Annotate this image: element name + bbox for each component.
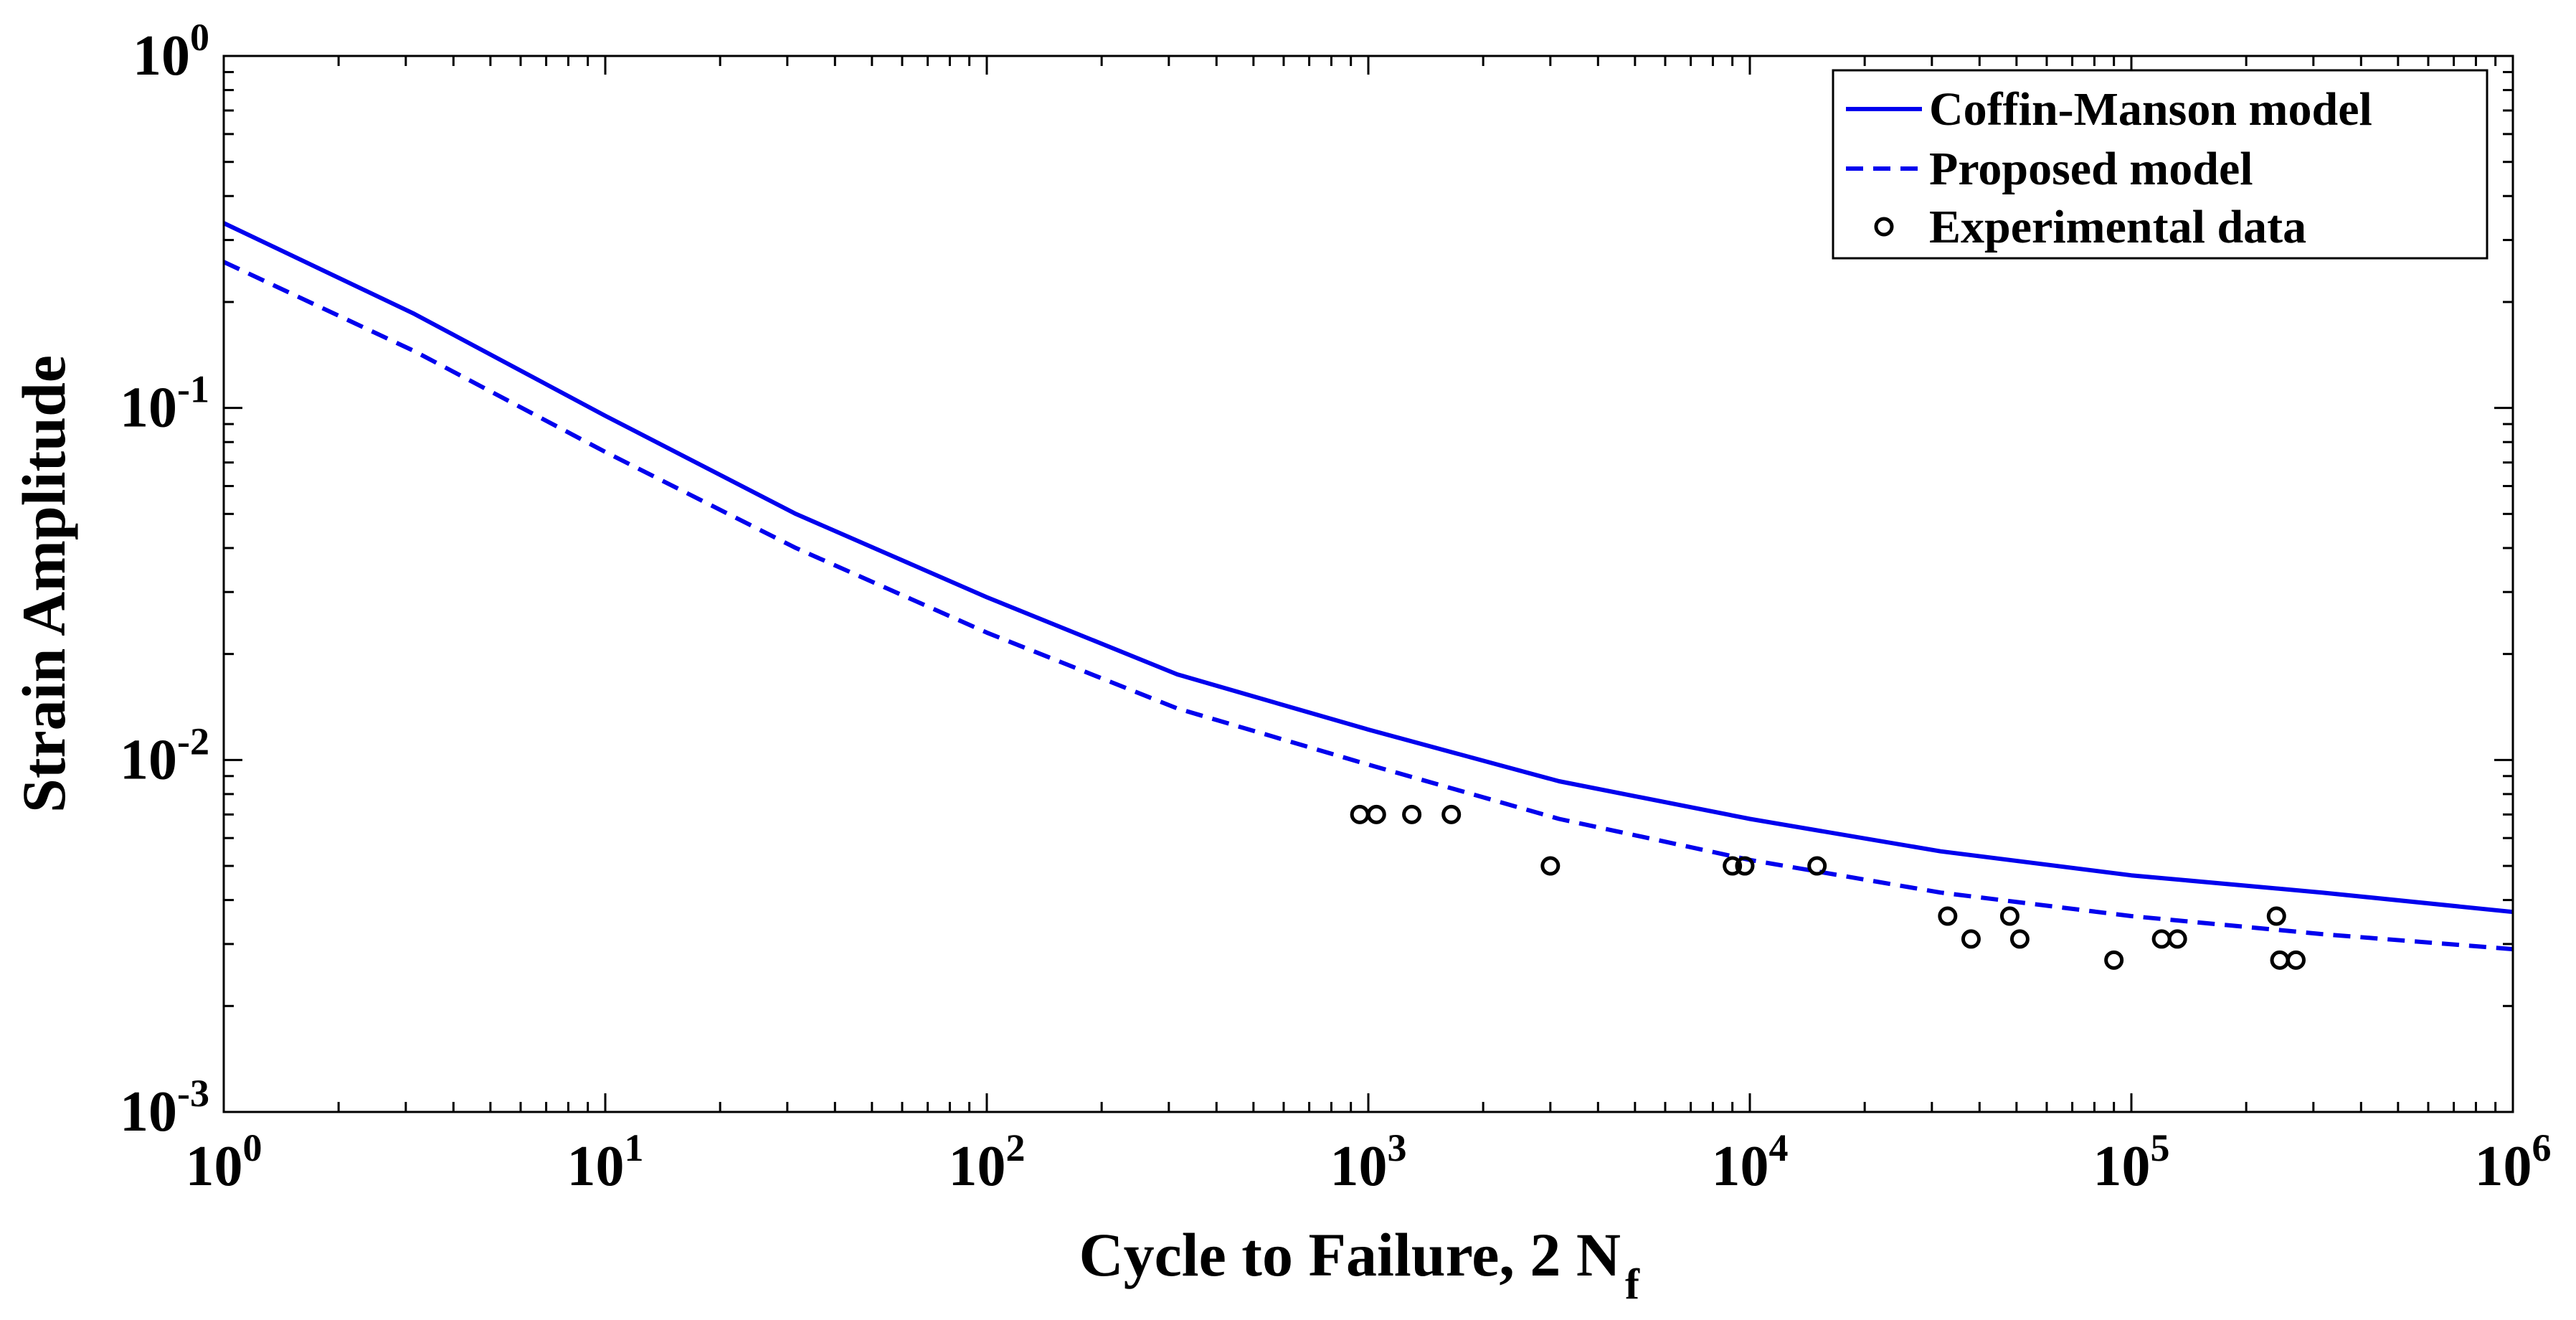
data-point-9: [1961, 929, 1981, 949]
data-point-12: [2104, 950, 2124, 970]
y-axis-label: Strain Amplitude: [9, 355, 78, 813]
data-point-7: [1807, 856, 1827, 876]
data-point-6: [1735, 856, 1755, 876]
x-tick-label-0: 100: [186, 1126, 262, 1198]
legend-swatch-experimental: [1874, 217, 1894, 237]
data-point-15: [2266, 906, 2286, 926]
data-point-8: [1938, 906, 1958, 926]
x-tick-label-5: 105: [2093, 1126, 2170, 1198]
data-point-2: [1402, 804, 1422, 824]
data-point-11: [2009, 929, 2030, 949]
legend-label-coffin-manson: Coffin-Manson model: [1929, 83, 2372, 136]
data-point-5: [1723, 856, 1743, 876]
x-tick-label-6: 106: [2475, 1126, 2552, 1198]
data-point-1: [1366, 804, 1386, 824]
data-point-10: [1999, 906, 2019, 926]
data-point-17: [2286, 950, 2306, 970]
x-tick-label-1: 101: [567, 1126, 644, 1198]
tick-labels: 100 101 102 103 104 105 106 10-3 10-2 10-1 100: [120, 16, 2551, 1198]
data-point-14: [2167, 929, 2187, 949]
series-line-coffin-manson-model: [222, 221, 2514, 915]
legend-label-proposed: Proposed model: [1929, 143, 2253, 195]
legend-label-experimental: Experimental data: [1929, 201, 2306, 253]
x-tick-label-3: 103: [1330, 1126, 1407, 1198]
plot-frame: [222, 55, 2514, 1113]
axis-ticks: [222, 55, 2514, 1113]
data-point-3: [1441, 804, 1462, 824]
x-tick-label-4: 104: [1712, 1126, 1789, 1198]
legend-box: [1832, 69, 2489, 260]
x-tick-label-2: 102: [949, 1126, 1026, 1198]
data-point-4: [1540, 856, 1561, 876]
y-tick-label-2: 10-1: [120, 368, 209, 440]
y-tick-label-1: 10-2: [120, 720, 209, 791]
y-tick-label-3: 100: [133, 16, 209, 88]
x-axis-label-subscript: f: [1625, 1260, 1640, 1308]
y-tick-label-0: 10-3: [120, 1072, 209, 1144]
data-series: [222, 221, 2514, 970]
x-axis-label: Cycle to Failure, 2 N: [1079, 1220, 1621, 1289]
series-line-proposed-model: [222, 260, 2514, 952]
legend: Coffin-Manson model Proposed model Exper…: [1832, 69, 2489, 260]
